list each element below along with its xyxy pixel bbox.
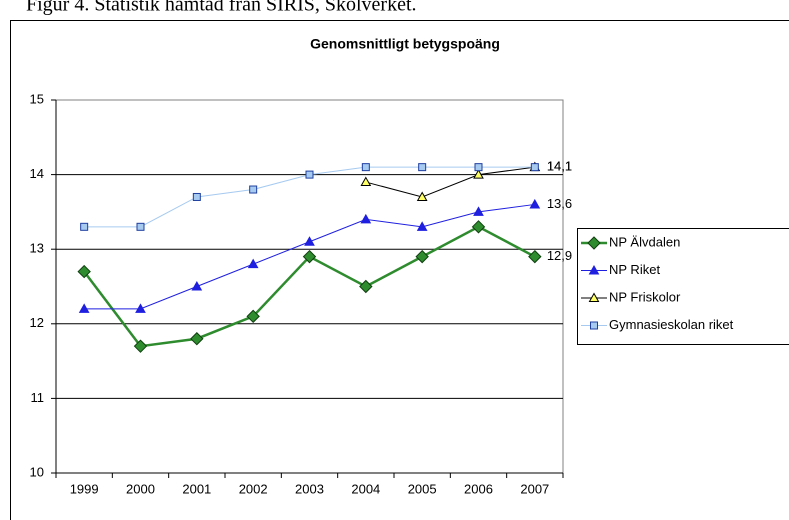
y-tick-label: 13 bbox=[30, 241, 44, 256]
data-point bbox=[529, 198, 541, 209]
data-point bbox=[304, 236, 315, 246]
y-tick-label: 15 bbox=[30, 91, 44, 106]
y-tick-label: 14 bbox=[30, 166, 44, 181]
data-point bbox=[361, 163, 370, 172]
data-label: 13,6 bbox=[547, 196, 572, 211]
data-point bbox=[471, 220, 486, 234]
x-tick-label: 2000 bbox=[126, 481, 155, 496]
data-point bbox=[77, 264, 91, 279]
data-point bbox=[136, 222, 145, 231]
data-point bbox=[191, 280, 203, 291]
plot-area bbox=[55, 99, 564, 474]
data-point bbox=[528, 249, 542, 264]
x-tick-label: 2002 bbox=[239, 481, 268, 496]
data-point bbox=[305, 170, 314, 179]
data-point bbox=[360, 176, 372, 187]
data-point bbox=[135, 303, 146, 313]
data-point bbox=[249, 185, 258, 194]
legend-label: NP Friskolor bbox=[609, 289, 681, 304]
data-point bbox=[133, 339, 148, 353]
x-tick-label: 1999 bbox=[70, 481, 99, 496]
x-tick-label: 2003 bbox=[295, 481, 324, 496]
data-point bbox=[80, 222, 89, 231]
y-tick-label: 11 bbox=[31, 390, 45, 405]
data-point bbox=[530, 163, 539, 172]
data-point bbox=[190, 332, 204, 346]
y-tick-label: 10 bbox=[30, 464, 44, 479]
data-point bbox=[192, 192, 201, 201]
x-tick-label: 2006 bbox=[464, 481, 493, 496]
x-tick-label: 2005 bbox=[408, 481, 437, 496]
legend-marker bbox=[588, 264, 600, 275]
data-point bbox=[415, 249, 429, 264]
x-tick-label: 2004 bbox=[351, 481, 380, 496]
data-point bbox=[416, 191, 428, 201]
data-point bbox=[78, 303, 90, 313]
data-point bbox=[247, 258, 259, 269]
legend-label: Gymnasieskolan riket bbox=[609, 317, 734, 332]
y-tick-label: 12 bbox=[30, 315, 44, 330]
x-tick-label: 2001 bbox=[182, 481, 211, 496]
data-label: 14,1 bbox=[547, 159, 572, 174]
data-label: 12,9 bbox=[547, 248, 572, 263]
data-point bbox=[474, 163, 483, 172]
data-point bbox=[416, 221, 428, 231]
data-point bbox=[246, 309, 260, 324]
data-point bbox=[473, 169, 484, 179]
legend bbox=[577, 228, 789, 345]
data-label: 14,1 bbox=[547, 159, 572, 174]
data-point bbox=[473, 206, 484, 216]
legend-marker bbox=[590, 321, 598, 330]
chart-title: Genomsnittligt betygspoäng bbox=[310, 36, 500, 52]
legend-label: NP Riket bbox=[609, 262, 660, 277]
data-point bbox=[418, 163, 427, 172]
data-point bbox=[360, 213, 372, 224]
data-point bbox=[302, 249, 317, 264]
legend-label: NP Älvdalen bbox=[609, 234, 680, 249]
series-line bbox=[365, 166, 535, 198]
x-tick-label: 2007 bbox=[520, 481, 549, 496]
legend-marker bbox=[588, 292, 600, 302]
legend-marker bbox=[587, 236, 601, 250]
data-point bbox=[359, 279, 373, 294]
caption: Figur 4. Statistik hämtad från SIRIS, Sk… bbox=[26, 0, 417, 16]
